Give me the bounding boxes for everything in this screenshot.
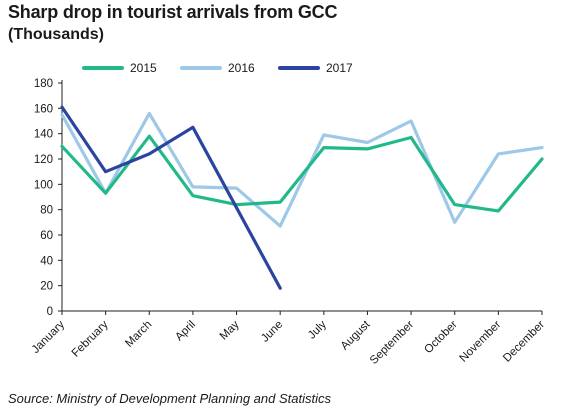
legend-label-2016: 2016: [228, 61, 255, 75]
y-tick-label: 80: [40, 205, 53, 217]
x-tick-label: December: [501, 319, 547, 365]
x-tick-label: August: [339, 318, 373, 352]
y-tick-label: 100: [34, 179, 53, 191]
chart-title: Sharp drop in tourist arrivals from GCC: [8, 2, 338, 22]
y-tick-label: 40: [40, 255, 53, 267]
x-tick-label: May: [218, 318, 242, 342]
y-tick-label: 120: [34, 154, 53, 166]
x-tick-label: September: [368, 319, 416, 367]
y-tick-label: 0: [47, 306, 53, 318]
y-tick-label: 20: [40, 281, 53, 293]
x-tick-label: October: [422, 319, 460, 357]
source-note: Source: Ministry of Development Planning…: [8, 391, 331, 406]
legend-item-2015: 2015: [82, 60, 157, 76]
y-tick-label: 140: [34, 129, 53, 141]
x-tick-label: November: [457, 319, 503, 365]
x-tick-label: April: [173, 319, 198, 344]
chart-subtitle: (Thousands): [8, 26, 104, 43]
x-tick-label: June: [259, 319, 285, 345]
y-tick-label: 160: [34, 103, 53, 115]
legend-swatch-2017: [278, 66, 320, 70]
legend-label-2015: 2015: [130, 61, 157, 75]
series-line-2015: [60, 134, 544, 213]
x-tick-label: February: [70, 318, 111, 359]
series-line-2016: [60, 111, 544, 228]
legend-swatch-2015: [82, 66, 124, 70]
legend-item-2016: 2016: [180, 60, 255, 76]
line-chart: 0 20 40 60 80 100 120 140 160 180 January February M…: [30, 78, 548, 367]
legend-swatch-2016: [180, 66, 222, 70]
legend-label-2017: 2017: [326, 61, 353, 75]
legend-item-2017: 2017: [278, 60, 353, 76]
x-tick-label: July: [306, 318, 329, 341]
x-tick-label: March: [123, 319, 154, 350]
y-tick-label: 60: [40, 230, 53, 242]
x-tick-label: January: [30, 318, 68, 356]
y-tick-label: 180: [34, 78, 53, 90]
